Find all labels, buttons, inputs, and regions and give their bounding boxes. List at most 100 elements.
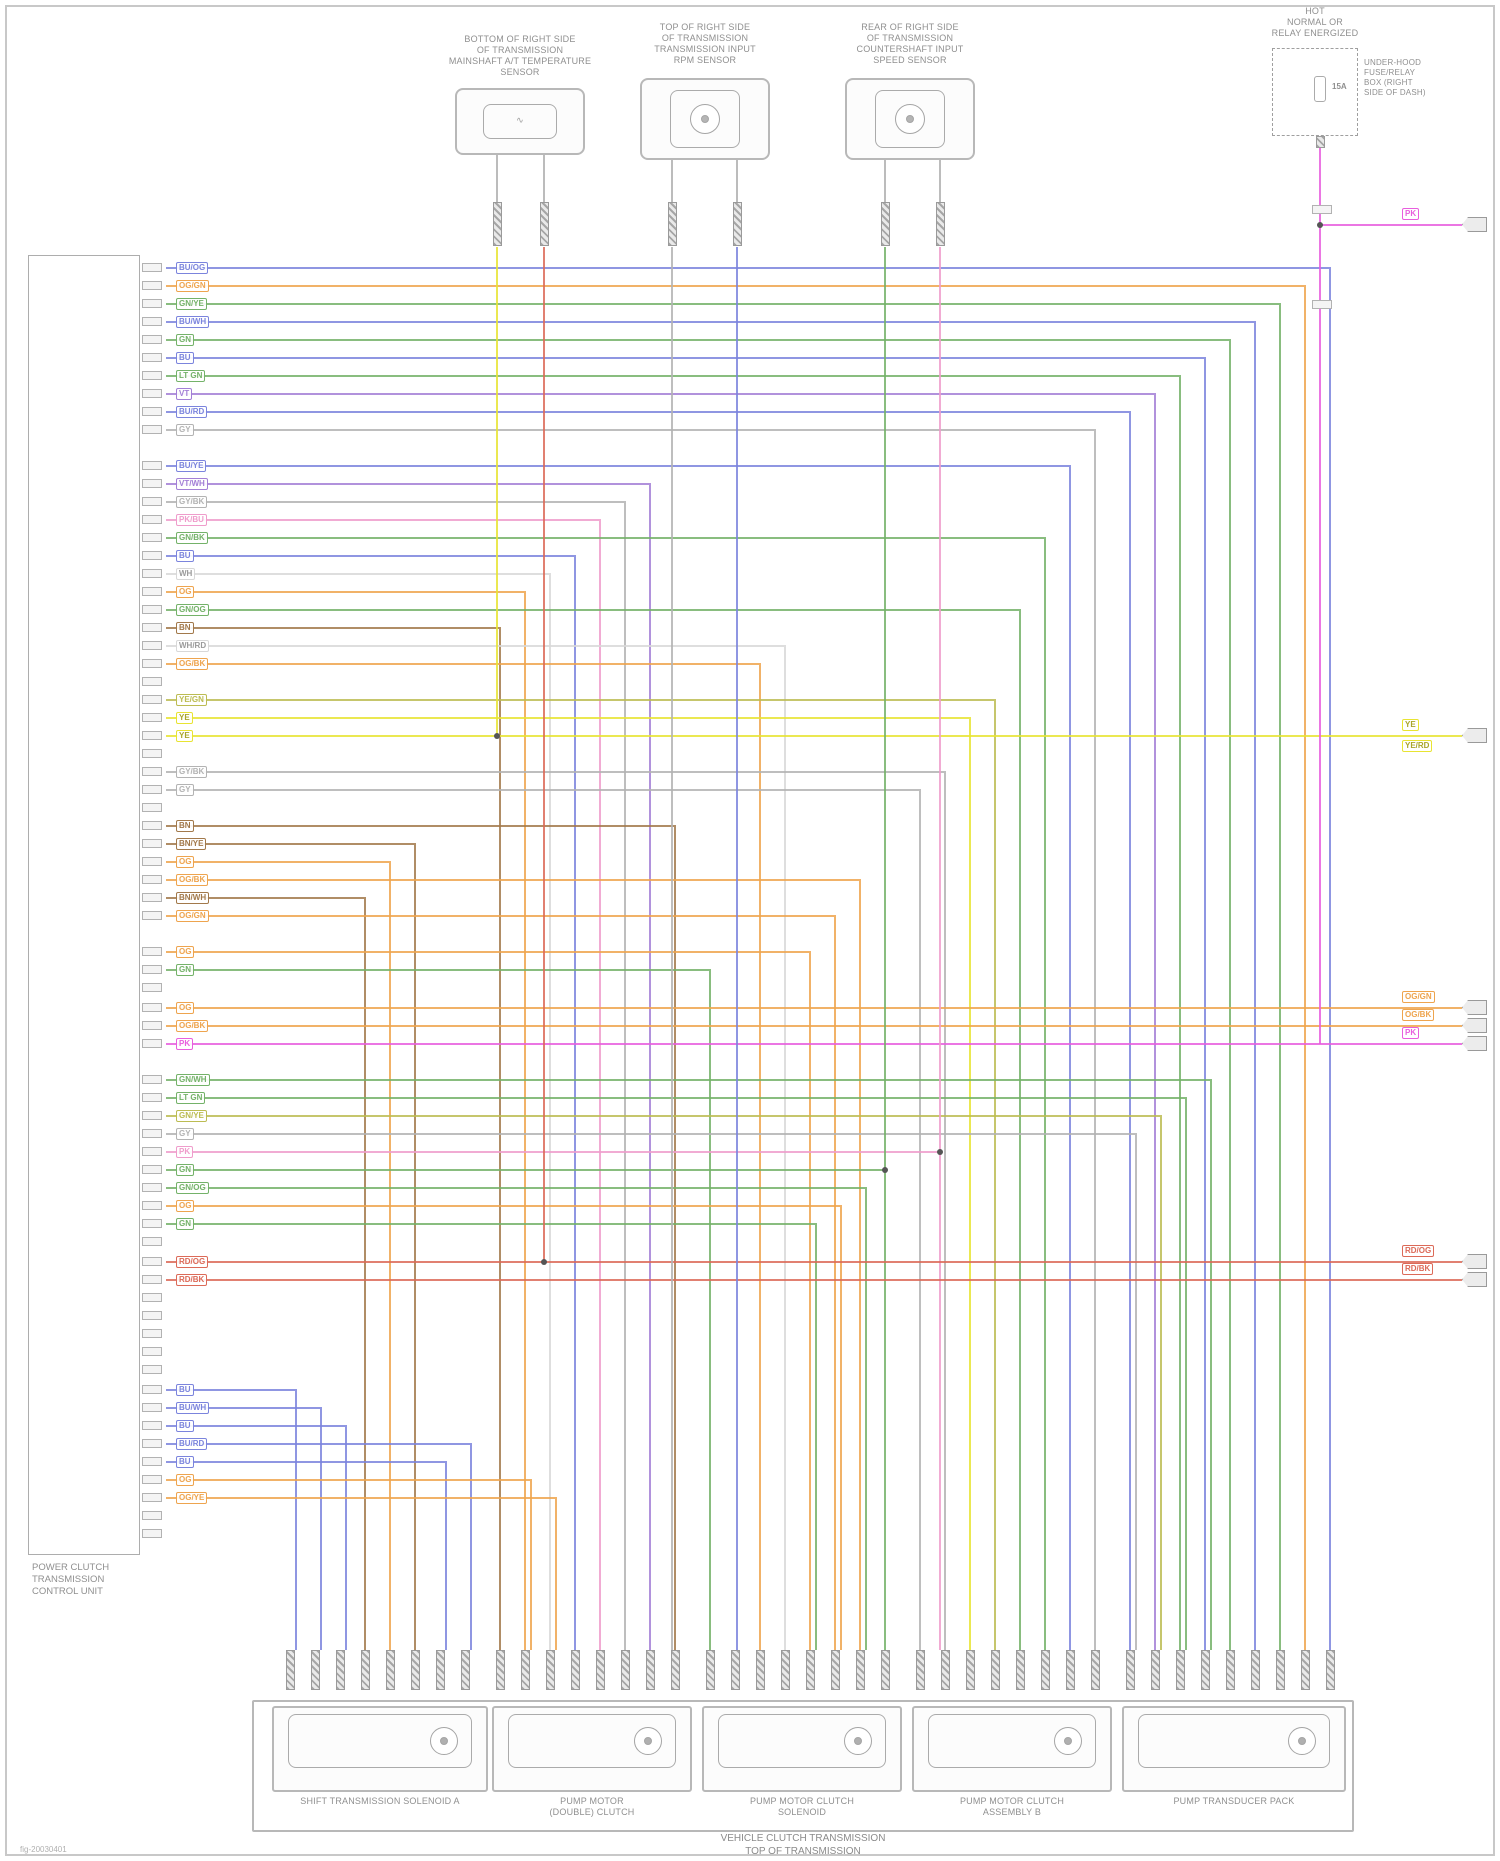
wire-segment	[166, 501, 626, 1650]
wire-segment	[166, 1443, 472, 1650]
wire-color-label: OG/BK	[176, 1020, 209, 1032]
module-pin-unused	[142, 1237, 162, 1246]
wire-segment	[166, 789, 921, 1650]
solenoid-pin	[856, 1650, 865, 1690]
solenoid-pin	[1201, 1650, 1210, 1690]
junction-dot	[882, 1167, 888, 1173]
edge-connector	[1462, 1272, 1487, 1287]
wire-segment	[166, 321, 1256, 1650]
wire-color-label: BU	[176, 1420, 194, 1432]
wire-segment	[166, 717, 971, 1650]
edge-connector	[1462, 1000, 1487, 1015]
module-pin	[142, 389, 162, 398]
junction-dot	[937, 1149, 943, 1155]
module-pin	[142, 353, 162, 362]
fuse-pin	[1316, 136, 1325, 148]
wire-segment	[166, 1497, 557, 1650]
solenoid-pin	[546, 1650, 555, 1690]
input-rpm-sensor-symbol	[670, 90, 740, 148]
module-pin	[142, 1421, 162, 1430]
solenoid-pin	[1176, 1650, 1185, 1690]
module-pin	[142, 605, 162, 614]
module-pin	[142, 515, 162, 524]
solenoid-pin	[336, 1650, 345, 1690]
wire-segment	[166, 591, 526, 1650]
module-pin-unused	[142, 677, 162, 686]
edge-wire-label: RD/OG	[1402, 1245, 1435, 1257]
module-pin	[142, 1493, 162, 1502]
module-pin	[142, 1165, 162, 1174]
module-pin	[142, 1183, 162, 1192]
wire-segment	[166, 1425, 347, 1650]
wire-color-label: GY/BK	[176, 496, 208, 508]
solenoid-pin	[1276, 1650, 1285, 1690]
pump-transducer-pack-dot	[1298, 1737, 1306, 1745]
wire-color-label: BN/WH	[176, 892, 210, 904]
wire-color-label: GN/OG	[176, 1182, 209, 1194]
edge-wire-label: PK	[1402, 1027, 1420, 1039]
wire-segment	[166, 1097, 1187, 1650]
module-pin	[142, 533, 162, 542]
module-pin	[142, 839, 162, 848]
wire-color-label: GN	[176, 1218, 194, 1230]
wire-color-label: BN/YE	[176, 838, 207, 850]
solenoid-pin	[1126, 1650, 1135, 1690]
wire-color-label: OG/BK	[176, 658, 209, 670]
module-pin	[142, 569, 162, 578]
module-pin	[142, 263, 162, 272]
solenoid-pin	[756, 1650, 765, 1690]
wire-segment	[166, 1389, 297, 1650]
wire-color-label: OG	[176, 1200, 195, 1212]
solenoid-pin	[1016, 1650, 1025, 1690]
solenoid-pin	[521, 1650, 530, 1690]
wire-segment	[166, 627, 501, 1650]
wire-color-label: OG	[176, 1474, 195, 1486]
solenoid-pin	[1091, 1650, 1100, 1690]
component-pin	[668, 202, 677, 246]
pump-motor-clutch-solenoid-dot	[854, 1737, 862, 1745]
junction-dot	[541, 1259, 547, 1265]
figure-code: fig-20030401	[20, 1845, 67, 1854]
module-pin	[142, 821, 162, 830]
module-pin	[142, 335, 162, 344]
solenoid-pin	[436, 1650, 445, 1690]
wire-color-label: BU/WH	[176, 1402, 210, 1414]
module-pin-unused	[142, 983, 162, 992]
solenoid-pin	[496, 1650, 505, 1690]
shift-transmission-solenoid-dot	[440, 1737, 448, 1745]
solenoid-pin	[706, 1650, 715, 1690]
wire-color-label: BU	[176, 550, 194, 562]
wire-segment	[166, 429, 1096, 1650]
wire-color-label: GN/OG	[176, 604, 209, 616]
wire-segment	[166, 1205, 842, 1650]
module-pin-unused	[142, 803, 162, 812]
wire-color-label: LT GN	[176, 370, 206, 382]
wire-color-label: OG	[176, 1002, 195, 1014]
wire-color-label: GN/YE	[176, 298, 207, 310]
wire-segment	[166, 267, 1331, 1650]
wire-segment	[166, 1479, 532, 1650]
module-pin	[142, 1475, 162, 1484]
wire-segment	[166, 1115, 1162, 1650]
solenoid-pin	[1251, 1650, 1260, 1690]
pump-motor-clutch-assembly-label: PUMP MOTOR CLUTCH ASSEMBLY B	[959, 1796, 1065, 1817]
module-pin-unused	[142, 1329, 162, 1338]
component-pin	[881, 202, 890, 246]
wire-segment	[166, 663, 761, 1650]
pump-motor-double-clutch-label: PUMP MOTOR (DOUBLE) CLUTCH	[549, 1796, 635, 1817]
solenoid-pin	[916, 1650, 925, 1690]
module-pin	[142, 407, 162, 416]
countershaft-speed-sensor-label: REAR OF RIGHT SIDE OF TRANSMISSION COUNT…	[856, 22, 964, 65]
module-pin	[142, 461, 162, 470]
module-pin	[142, 281, 162, 290]
shift-transmission-solenoid-symbol	[288, 1714, 472, 1768]
wire-color-label: BN	[176, 820, 194, 832]
wire-color-label: PK/BU	[176, 514, 207, 526]
solenoid-pin	[361, 1650, 370, 1690]
solenoid-pin	[621, 1650, 630, 1690]
module-pin	[142, 1129, 162, 1138]
junction-dot	[1317, 222, 1323, 228]
wire-segment	[166, 825, 676, 1650]
module-pin	[142, 965, 162, 974]
module-pin	[142, 1219, 162, 1228]
